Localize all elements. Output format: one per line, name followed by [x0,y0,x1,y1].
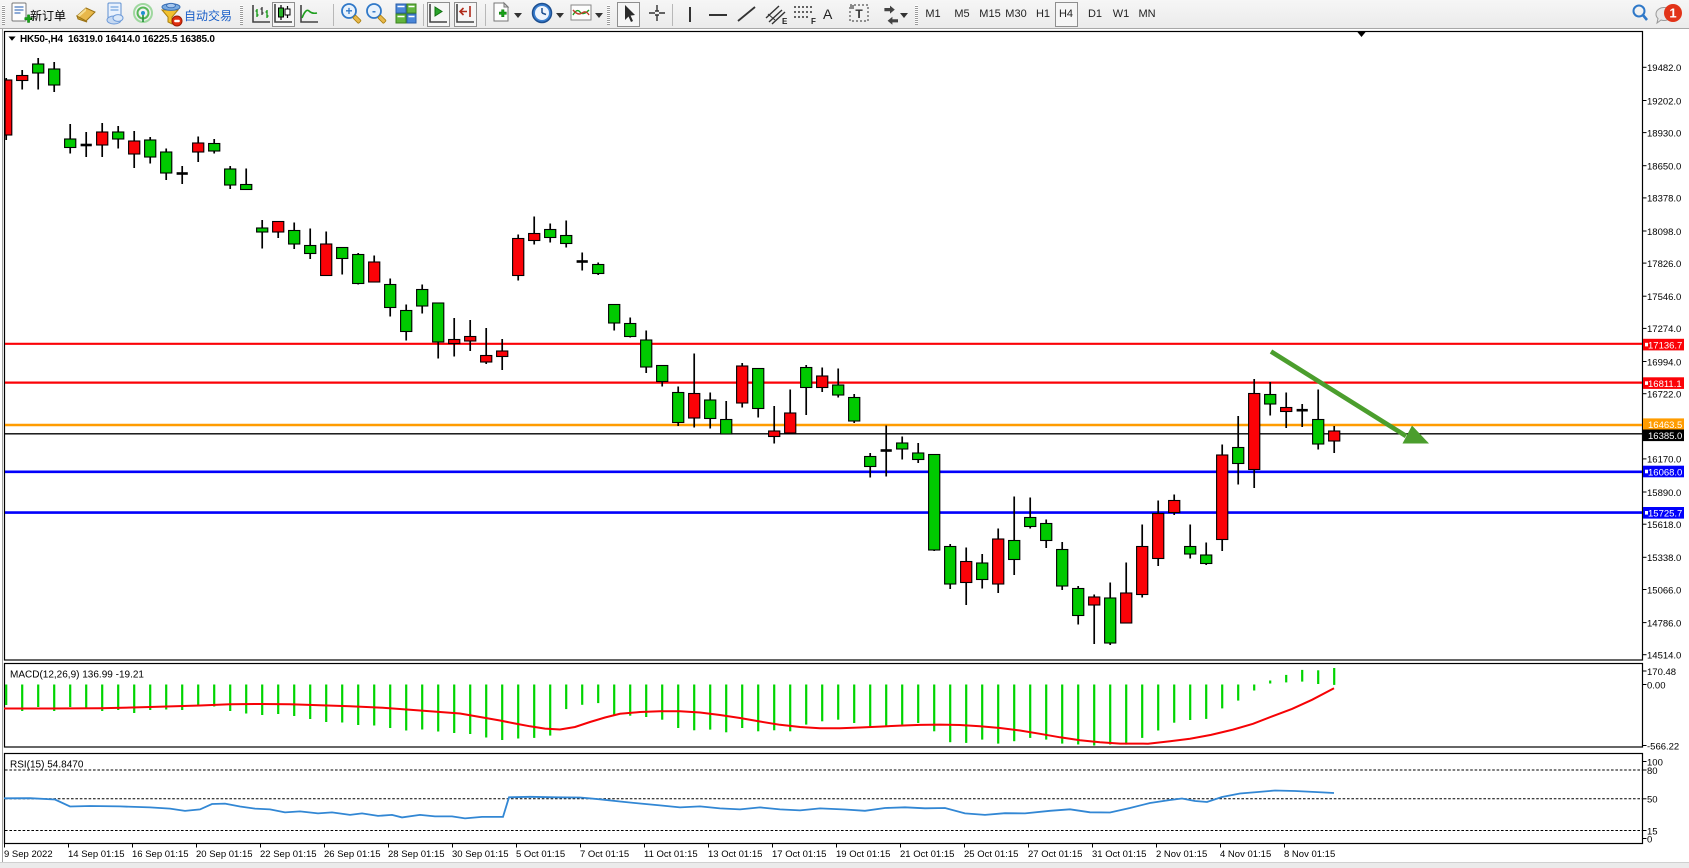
svg-text:RSI(15) 54.8470: RSI(15) 54.8470 [10,760,84,771]
svg-text:16 Sep 01:15: 16 Sep 01:15 [132,849,189,860]
svg-text:18098.0: 18098.0 [1647,227,1681,238]
svg-text:17 Oct 01:15: 17 Oct 01:15 [772,849,826,860]
svg-text:30 Sep 01:15: 30 Sep 01:15 [452,849,509,860]
svg-text:16994.0: 16994.0 [1647,357,1681,368]
svg-text:20 Sep 01:15: 20 Sep 01:15 [196,849,253,860]
svg-text:7 Oct 01:15: 7 Oct 01:15 [580,849,629,860]
svg-text:8 Nov 01:15: 8 Nov 01:15 [1284,849,1335,860]
svg-text:16811.1: 16811.1 [1648,379,1682,390]
svg-text:11 Oct 01:15: 11 Oct 01:15 [644,849,698,860]
svg-text:5 Oct 01:15: 5 Oct 01:15 [516,849,565,860]
svg-text:F: F [811,17,816,26]
svg-text:26 Sep 01:15: 26 Sep 01:15 [324,849,381,860]
svg-text:18930.0: 18930.0 [1647,128,1681,139]
svg-text:15618.0: 15618.0 [1647,520,1681,531]
svg-text:HK50-,H4 16319.0 16414.0 1622: HK50-,H4 16319.0 16414.0 16225.5 16385.0 [20,34,215,45]
svg-text:100: 100 [1647,757,1663,768]
svg-text:16722.0: 16722.0 [1647,390,1681,401]
svg-text:16385.0: 16385.0 [1648,431,1682,442]
svg-text:18378.0: 18378.0 [1647,194,1681,205]
svg-text:15066.0: 15066.0 [1647,585,1681,596]
svg-text:14 Sep 01:15: 14 Sep 01:15 [68,849,125,860]
svg-text:17546.0: 17546.0 [1647,292,1681,303]
svg-text:17136.7: 17136.7 [1648,340,1682,351]
svg-text:80: 80 [1647,766,1658,777]
svg-text:27 Oct 01:15: 27 Oct 01:15 [1028,849,1082,860]
svg-text:15890.0: 15890.0 [1647,488,1681,499]
svg-text:16170.0: 16170.0 [1647,455,1681,466]
svg-text:14514.0: 14514.0 [1647,651,1681,662]
svg-text:15: 15 [1647,826,1658,837]
svg-text:0.00: 0.00 [1647,680,1666,691]
svg-text:16463.5: 16463.5 [1648,420,1682,431]
svg-text:15338.0: 15338.0 [1647,553,1681,564]
svg-text:28 Sep 01:15: 28 Sep 01:15 [388,849,445,860]
svg-text:4 Nov 01:15: 4 Nov 01:15 [1220,849,1271,860]
svg-text:16068.0: 16068.0 [1648,467,1682,478]
svg-text:9 Sep 2022: 9 Sep 2022 [4,849,53,860]
svg-text:+: + [345,4,352,18]
svg-text:0: 0 [1647,834,1652,845]
svg-text:22 Sep 01:15: 22 Sep 01:15 [260,849,317,860]
svg-text:19202.0: 19202.0 [1647,96,1681,107]
svg-text:2 Nov 01:15: 2 Nov 01:15 [1156,849,1207,860]
svg-text:31 Oct 01:15: 31 Oct 01:15 [1092,849,1146,860]
svg-text:19482.0: 19482.0 [1647,63,1681,74]
svg-text:15725.7: 15725.7 [1648,509,1682,520]
svg-text:MACD(12,26,9) 136.99 -19.21: MACD(12,26,9) 136.99 -19.21 [10,670,144,681]
svg-text:-566.22: -566.22 [1647,741,1679,752]
svg-text:14786.0: 14786.0 [1647,618,1681,629]
svg-text:170.48: 170.48 [1647,667,1676,678]
svg-text:50: 50 [1647,795,1658,806]
svg-text:17826.0: 17826.0 [1647,259,1681,270]
svg-text:19 Oct 01:15: 19 Oct 01:15 [836,849,890,860]
svg-text:1: 1 [1669,6,1676,21]
svg-text:E: E [782,17,788,26]
svg-text:17274.0: 17274.0 [1647,324,1681,335]
svg-text:25 Oct 01:15: 25 Oct 01:15 [964,849,1018,860]
svg-text:21 Oct 01:15: 21 Oct 01:15 [900,849,954,860]
svg-text:18650.0: 18650.0 [1647,162,1681,173]
svg-text:T: T [855,7,863,21]
svg-text:13 Oct 01:15: 13 Oct 01:15 [708,849,762,860]
svg-text:-: - [372,4,376,18]
